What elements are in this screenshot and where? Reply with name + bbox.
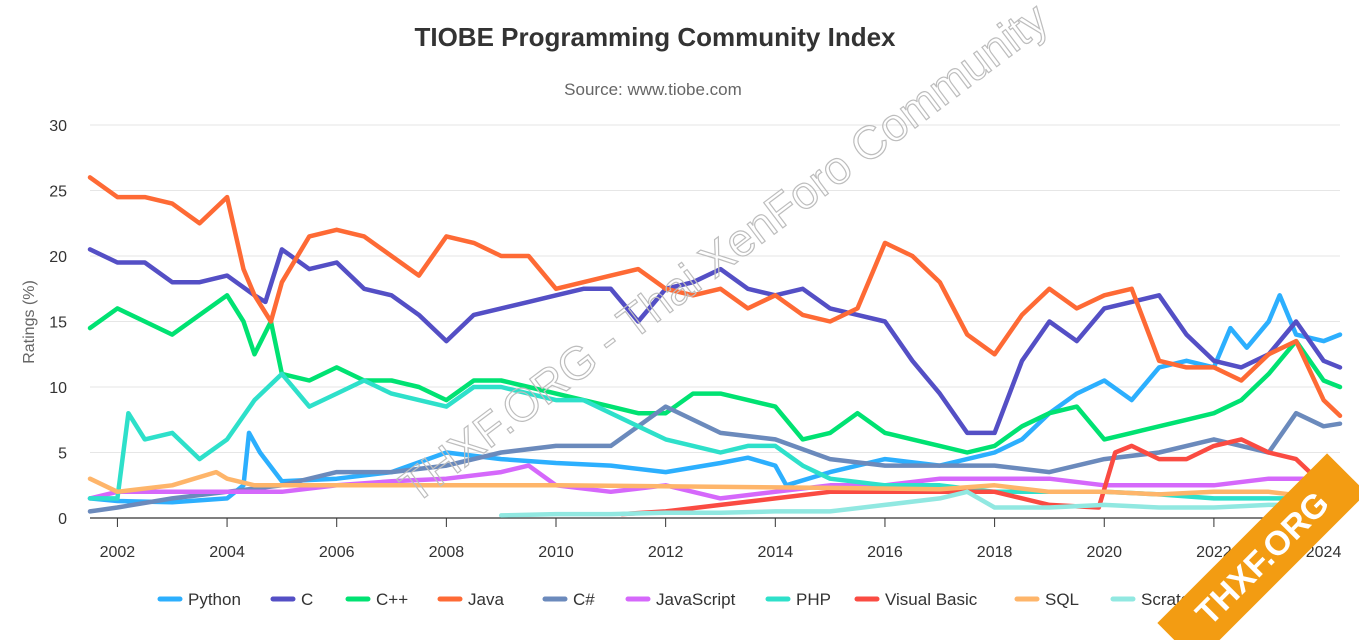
series-line-javascript (87, 463, 1343, 501)
legend-label: C# (573, 590, 595, 609)
x-axis-ticks: 2002 2004 2006 2008 2010 2012 2014 2016 2018 2020… (90, 517, 1342, 561)
chart-subtitle: Source: www.tiobe.com (564, 80, 742, 99)
x-tick-label: 2006 (319, 544, 355, 561)
legend-item[interactable]: C++ (345, 590, 408, 609)
y-axis-title: Ratings (%) (21, 280, 38, 364)
y-axis-ticks: 0 5 10 15 20 25 30 (49, 118, 67, 528)
y-tick-label: 25 (49, 184, 67, 201)
x-tick-label: 2012 (648, 544, 684, 561)
grid-lines (90, 124, 1340, 519)
legend-item[interactable]: SQL (1014, 590, 1079, 609)
series-lines (87, 175, 1343, 518)
x-tick-label: 2002 (100, 544, 136, 561)
y-tick-label: 10 (49, 380, 67, 397)
legend-label: C (301, 590, 313, 609)
series-line-visual-basic (619, 437, 1326, 517)
x-tick-label: 2022 (1196, 544, 1232, 561)
chart-title: TIOBE Programming Community Index (414, 22, 896, 52)
series-line-python (87, 293, 1343, 505)
legend-item[interactable]: C (270, 590, 313, 609)
x-tick-label: 2010 (538, 544, 574, 561)
legend-item[interactable]: Visual Basic (854, 590, 978, 609)
legend-item[interactable]: Python (157, 590, 241, 609)
x-tick-label: 2014 (758, 544, 794, 561)
legend-label: C++ (376, 590, 408, 609)
x-tick-label: 2008 (429, 544, 465, 561)
series-line-c- (87, 404, 1343, 514)
legend-label: SQL (1045, 590, 1079, 609)
legend-label: PHP (796, 590, 831, 609)
legend-label: JavaScript (656, 590, 736, 609)
y-tick-label: 30 (49, 118, 67, 135)
legend-item[interactable]: Java (437, 590, 504, 609)
legend-label: Visual Basic (885, 590, 978, 609)
y-tick-label: 15 (49, 315, 67, 332)
y-tick-label: 0 (58, 511, 67, 528)
legend: Python C C++ Java C# JavaScript PHP Visual Basi… (157, 590, 1199, 609)
x-tick-label: 2018 (977, 544, 1013, 561)
x-tick-label: 2024 (1306, 544, 1342, 561)
y-tick-label: 5 (58, 446, 67, 463)
series-line-sql (87, 469, 1326, 501)
x-tick-label: 2016 (867, 544, 903, 561)
x-tick-label: 2004 (209, 544, 245, 561)
series-line-scratch (498, 489, 1326, 518)
y-tick-label: 20 (49, 249, 67, 266)
series-line-java (87, 175, 1343, 419)
badge-background (1157, 453, 1359, 640)
legend-label: Python (188, 590, 241, 609)
x-tick-label: 2020 (1086, 544, 1122, 561)
legend-item[interactable]: PHP (765, 590, 831, 609)
legend-item[interactable]: C# (542, 590, 595, 609)
legend-item[interactable]: JavaScript (625, 590, 736, 609)
legend-label: Java (468, 590, 504, 609)
